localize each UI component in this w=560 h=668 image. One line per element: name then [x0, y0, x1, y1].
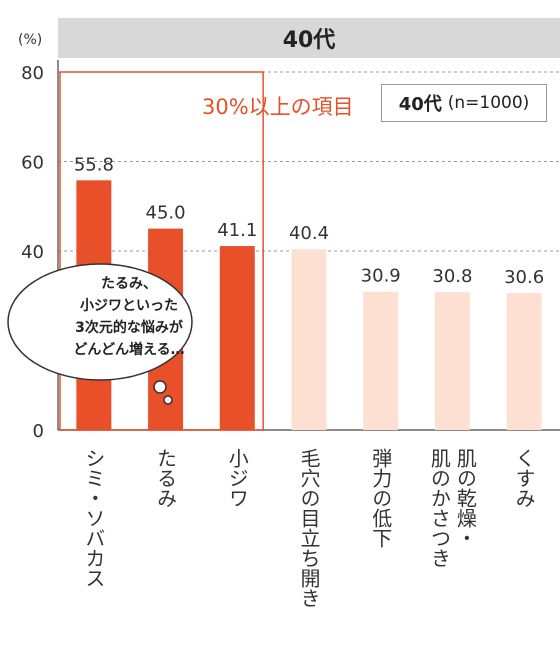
y-tick-label: 60	[21, 153, 44, 174]
bubble-line: たるみ、	[101, 276, 157, 292]
bar	[363, 291, 399, 430]
legend-sample-size: (n=1000)	[447, 93, 530, 113]
category-label: 小ジワ	[225, 448, 250, 508]
category-label: 弾力の低下	[368, 448, 393, 548]
bar	[434, 292, 470, 430]
bubble-line: 小ジワといった	[80, 298, 178, 314]
bubble-line: 3次元的な悩みが	[75, 320, 183, 336]
speech-bubble	[7, 263, 193, 381]
category-label: 肌のかさつき	[427, 448, 452, 568]
bar-value-label: 30.9	[361, 266, 401, 287]
bar-value-label: 30.6	[504, 267, 544, 288]
bar	[219, 246, 255, 430]
chart-header: 40代	[58, 18, 560, 58]
y-unit-label: (%)	[18, 32, 43, 48]
highlight-frame	[59, 71, 264, 431]
bar-value-label: 55.8	[74, 154, 114, 175]
y-tick-label: 40	[21, 242, 44, 263]
bar-value-label: 45.0	[146, 203, 186, 224]
header-title: 40代	[282, 28, 336, 53]
bubble-line: どんどん増える…	[73, 342, 185, 358]
bar-value-label: 41.1	[217, 220, 257, 241]
legend-box: 40代 (n=1000)	[381, 84, 547, 122]
bar-value-label: 40.4	[289, 223, 329, 244]
y-tick-label: 80	[21, 63, 44, 84]
category-label: 毛穴の目立ち開き	[297, 448, 321, 608]
bar	[506, 293, 542, 430]
bubble-dot	[153, 380, 167, 394]
bar-value-label: 30.8	[432, 266, 472, 287]
y-tick-label: 0	[33, 421, 44, 442]
category-label: たるみ	[153, 448, 178, 508]
bar	[291, 249, 327, 430]
bubble-dot	[163, 395, 173, 405]
highlight-label: 30%以上の項目	[202, 95, 354, 119]
speech-bubble-text: たるみ、 小ジワといった 3次元的な悩みが どんどん増える…	[34, 273, 224, 361]
category-label: くすみ	[512, 448, 537, 508]
legend-age: 40代	[398, 94, 442, 115]
category-label: シミ・ソバカス	[81, 448, 106, 588]
category-label: 肌の乾燥・	[453, 448, 478, 548]
